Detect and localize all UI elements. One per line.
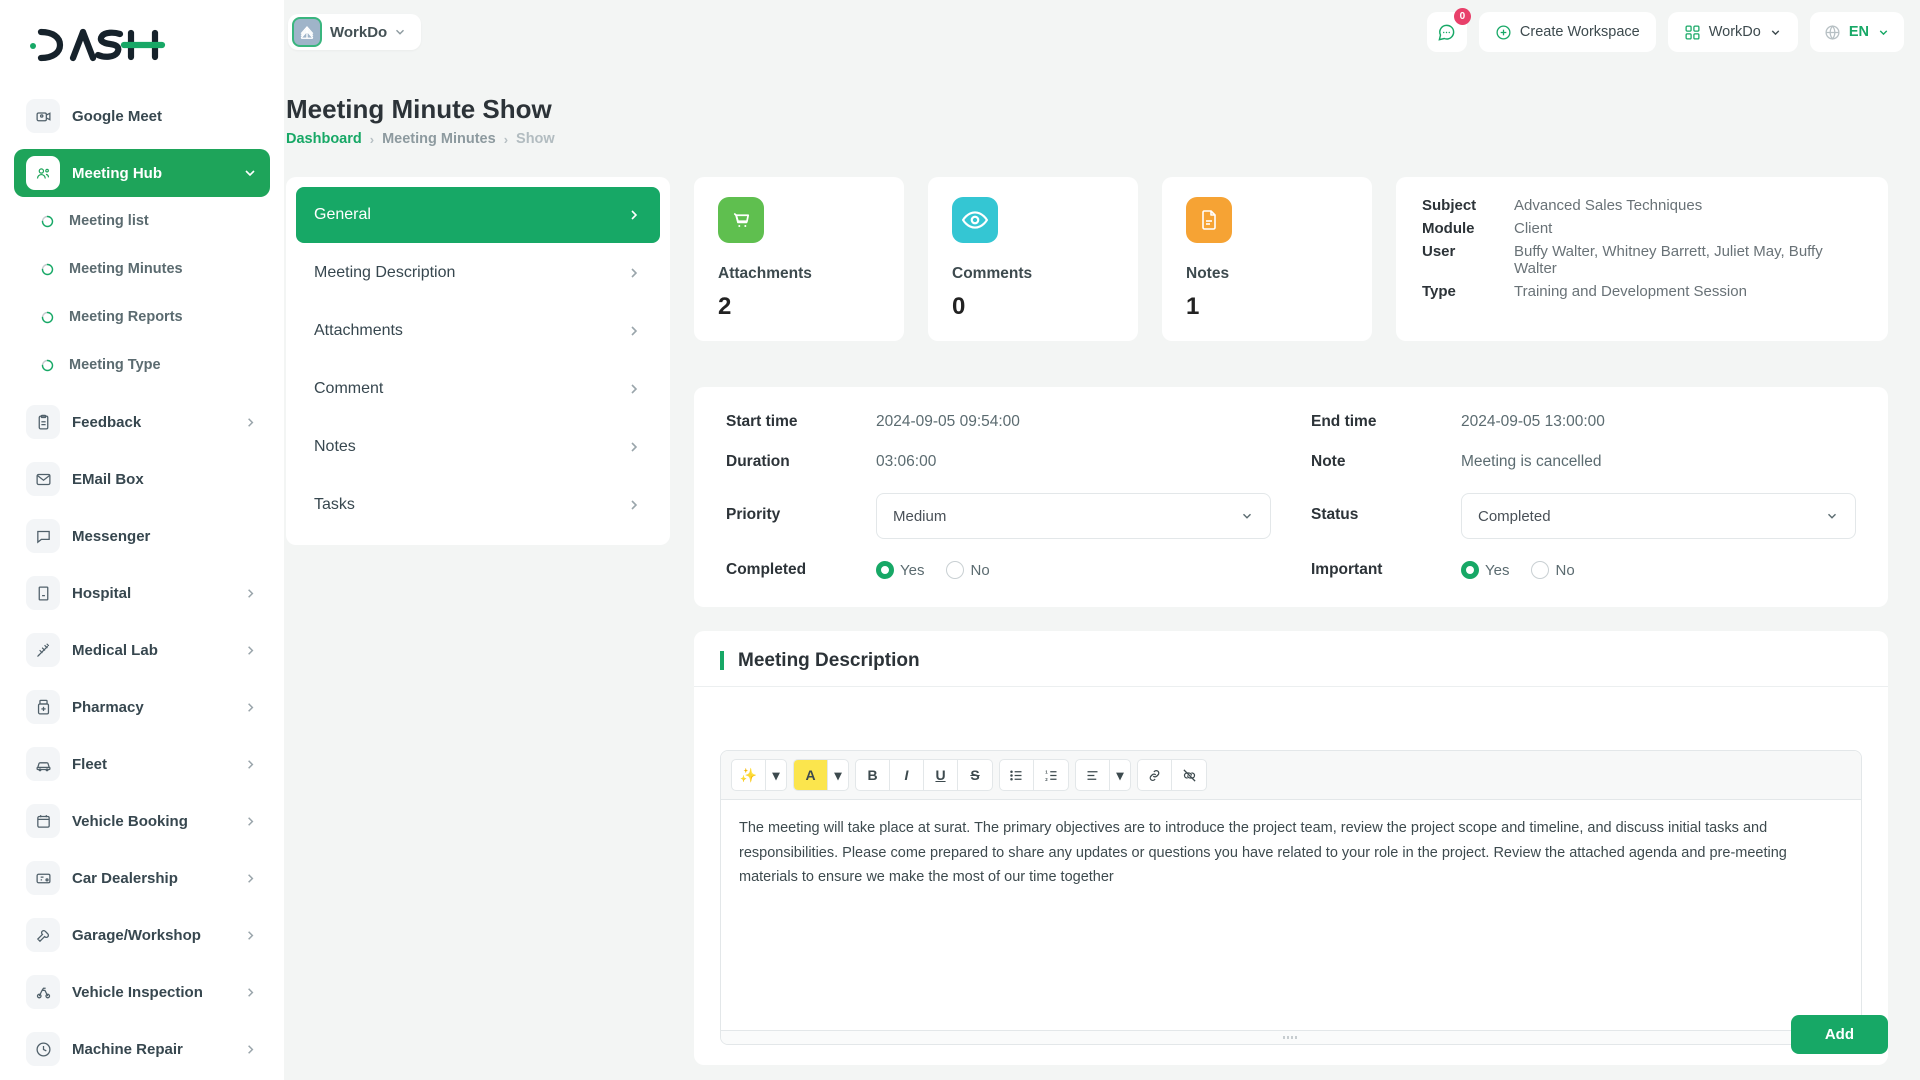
svg-text:2: 2 [1045, 777, 1048, 782]
svg-text:1: 1 [1045, 769, 1048, 774]
